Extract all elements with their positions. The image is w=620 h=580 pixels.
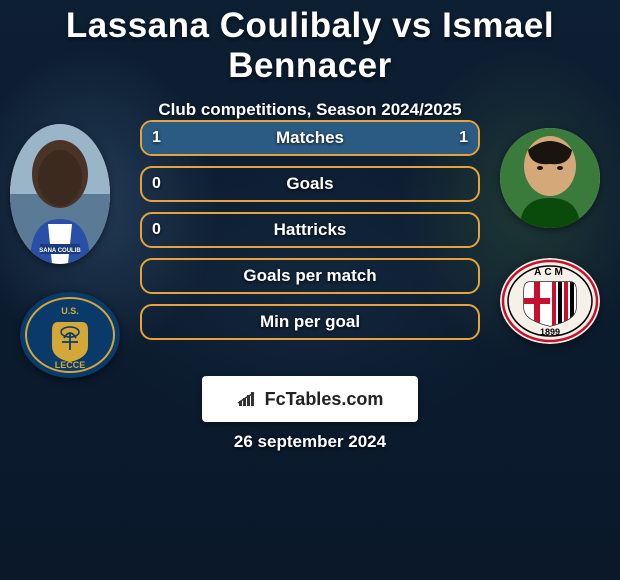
date-label: 26 september 2024 <box>0 432 620 452</box>
bar-chart-icon <box>237 390 259 408</box>
stat-row: Goals per match <box>140 258 480 294</box>
player2-avatar <box>500 128 600 228</box>
svg-text:1899: 1899 <box>540 327 560 337</box>
site-badge: FcTables.com <box>202 376 418 422</box>
content-root: Lassana Coulibaly vs Ismael Bennacer Clu… <box>0 0 620 580</box>
stat-row: 0 Hattricks <box>140 212 480 248</box>
site-name: FcTables.com <box>265 389 384 410</box>
svg-text:SANA COULIB: SANA COULIB <box>39 248 81 254</box>
stat-fill-left <box>142 122 310 154</box>
svg-text:U.S.: U.S. <box>61 306 79 316</box>
page-title: Lassana Coulibaly vs Ismael Bennacer <box>0 0 620 86</box>
subtitle: Club competitions, Season 2024/2025 <box>0 100 620 120</box>
stat-value-right: 1 <box>459 129 468 147</box>
stat-label: Hattricks <box>142 220 478 240</box>
stat-label: Min per goal <box>142 312 478 332</box>
stat-fill-right <box>310 122 478 154</box>
stat-value-left: 0 <box>152 221 161 239</box>
player2-club-badge: ACM 1899 <box>500 258 600 344</box>
stat-label: Goals <box>142 174 478 194</box>
stat-label: Goals per match <box>142 266 478 286</box>
stat-row: 0 Goals <box>140 166 480 202</box>
player1-avatar: SANA COULIB <box>10 124 110 264</box>
stat-value-left: 1 <box>152 129 161 147</box>
stat-row: Min per goal <box>140 304 480 340</box>
stat-rows: 1 Matches 1 0 Goals 0 Hattricks Goals pe… <box>140 120 480 350</box>
stat-row: 1 Matches 1 <box>140 120 480 156</box>
player1-club-badge: U.S. LECCE <box>20 292 120 378</box>
svg-text:ACM: ACM <box>534 267 566 278</box>
stat-value-left: 0 <box>152 175 161 193</box>
